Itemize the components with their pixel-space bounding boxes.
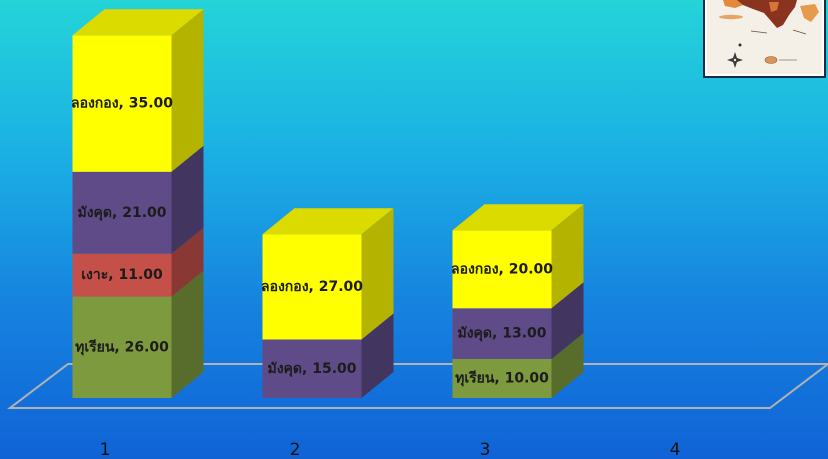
map-river	[750, 30, 768, 34]
data-label-value: , 26.00	[114, 339, 169, 355]
bar-stack	[72, 9, 204, 398]
bar-segment	[72, 9, 204, 172]
map-thumbnail	[703, 0, 826, 78]
bar-top-face	[72, 9, 204, 36]
data-label-value: , 27.00	[309, 279, 364, 295]
data-label-value: , 20.00	[499, 261, 554, 277]
bar-side-face	[171, 270, 204, 398]
map-land-east	[800, 4, 819, 22]
bar-segment	[72, 270, 204, 398]
map-image	[707, 0, 822, 74]
bar-front-face	[452, 359, 552, 398]
bar-front-face	[72, 35, 172, 172]
data-label: ทุเรียน, 10.00	[455, 371, 549, 387]
map-land-highlight	[769, 2, 779, 12]
map-marker	[738, 43, 742, 47]
bar-side-face	[551, 333, 584, 398]
chart-floor	[7, 363, 828, 409]
bar-segment	[72, 145, 204, 254]
bar-front-face	[452, 308, 552, 359]
bar-top-face	[452, 204, 584, 231]
data-label: มังคุด, 15.00	[267, 361, 356, 377]
map-land-west	[723, 0, 743, 8]
bar-side-face	[171, 227, 204, 297]
map-land-peninsula	[737, 0, 797, 28]
bar-segment	[262, 208, 394, 340]
bar-segment	[452, 333, 584, 398]
data-label-series: ทุเรียน	[75, 339, 115, 355]
data-label-value: , 11.00	[108, 267, 163, 283]
map-island	[764, 56, 778, 64]
data-label: ลองกอง, 20.00	[451, 261, 553, 277]
category-label: 2	[290, 440, 301, 459]
data-label: มังคุด, 21.00	[77, 205, 166, 221]
data-label-value: , 13.00	[492, 326, 547, 342]
bar-segment	[452, 282, 584, 359]
category-label: 4	[670, 440, 681, 459]
bar-segment	[452, 204, 584, 309]
bar-side-face	[361, 208, 394, 340]
data-label-series: เงาะ	[81, 267, 108, 283]
data-label: ลองกอง, 27.00	[261, 279, 363, 295]
data-label-value: , 15.00	[302, 361, 357, 377]
bar-top-face	[262, 208, 394, 235]
bar-segment	[262, 313, 394, 398]
data-label-value: , 10.00	[494, 371, 549, 387]
data-label-value: , 35.00	[119, 96, 174, 112]
bar-front-face	[72, 171, 172, 254]
category-axis: 1 2 3 4	[100, 440, 681, 459]
floor-outline	[7, 363, 828, 409]
data-label-series: มังคุด	[77, 205, 112, 221]
map-road	[792, 29, 807, 35]
bar-stacks	[72, 9, 584, 398]
bar-side-face	[551, 204, 584, 309]
compass-rose-icon	[727, 52, 743, 68]
compass-center	[733, 58, 737, 62]
data-label: ทุเรียน, 26.00	[75, 339, 169, 355]
data-label: มังคุด, 13.00	[457, 326, 546, 342]
data-label-series: มังคุด	[267, 361, 302, 377]
bar-front-face	[262, 234, 362, 340]
data-label-value: , 21.00	[112, 205, 167, 221]
data-label: เงาะ, 11.00	[81, 267, 163, 283]
data-label-series: ลองกอง	[451, 261, 499, 277]
bar-side-face	[171, 145, 204, 254]
category-label: 1	[100, 440, 111, 459]
data-label-series: ทุเรียน	[455, 371, 495, 387]
data-label-series: มังคุด	[457, 326, 492, 342]
category-label: 3	[480, 440, 491, 459]
bar-front-face	[72, 253, 172, 297]
bar-front-face	[262, 339, 362, 398]
bar-front-face	[72, 296, 172, 398]
bar-side-face	[361, 313, 394, 398]
bar-stack	[262, 208, 394, 398]
bar-segment	[72, 227, 204, 297]
data-label-series: ลองกอง	[71, 96, 119, 112]
bar-side-face	[171, 9, 204, 172]
bar-side-face	[551, 282, 584, 359]
data-label: ลองกอง, 35.00	[71, 96, 173, 112]
data-label-series: ลองกอง	[261, 279, 309, 295]
map-coast-strip	[719, 14, 743, 20]
bar-stack	[452, 204, 584, 398]
bar-front-face	[452, 230, 552, 309]
